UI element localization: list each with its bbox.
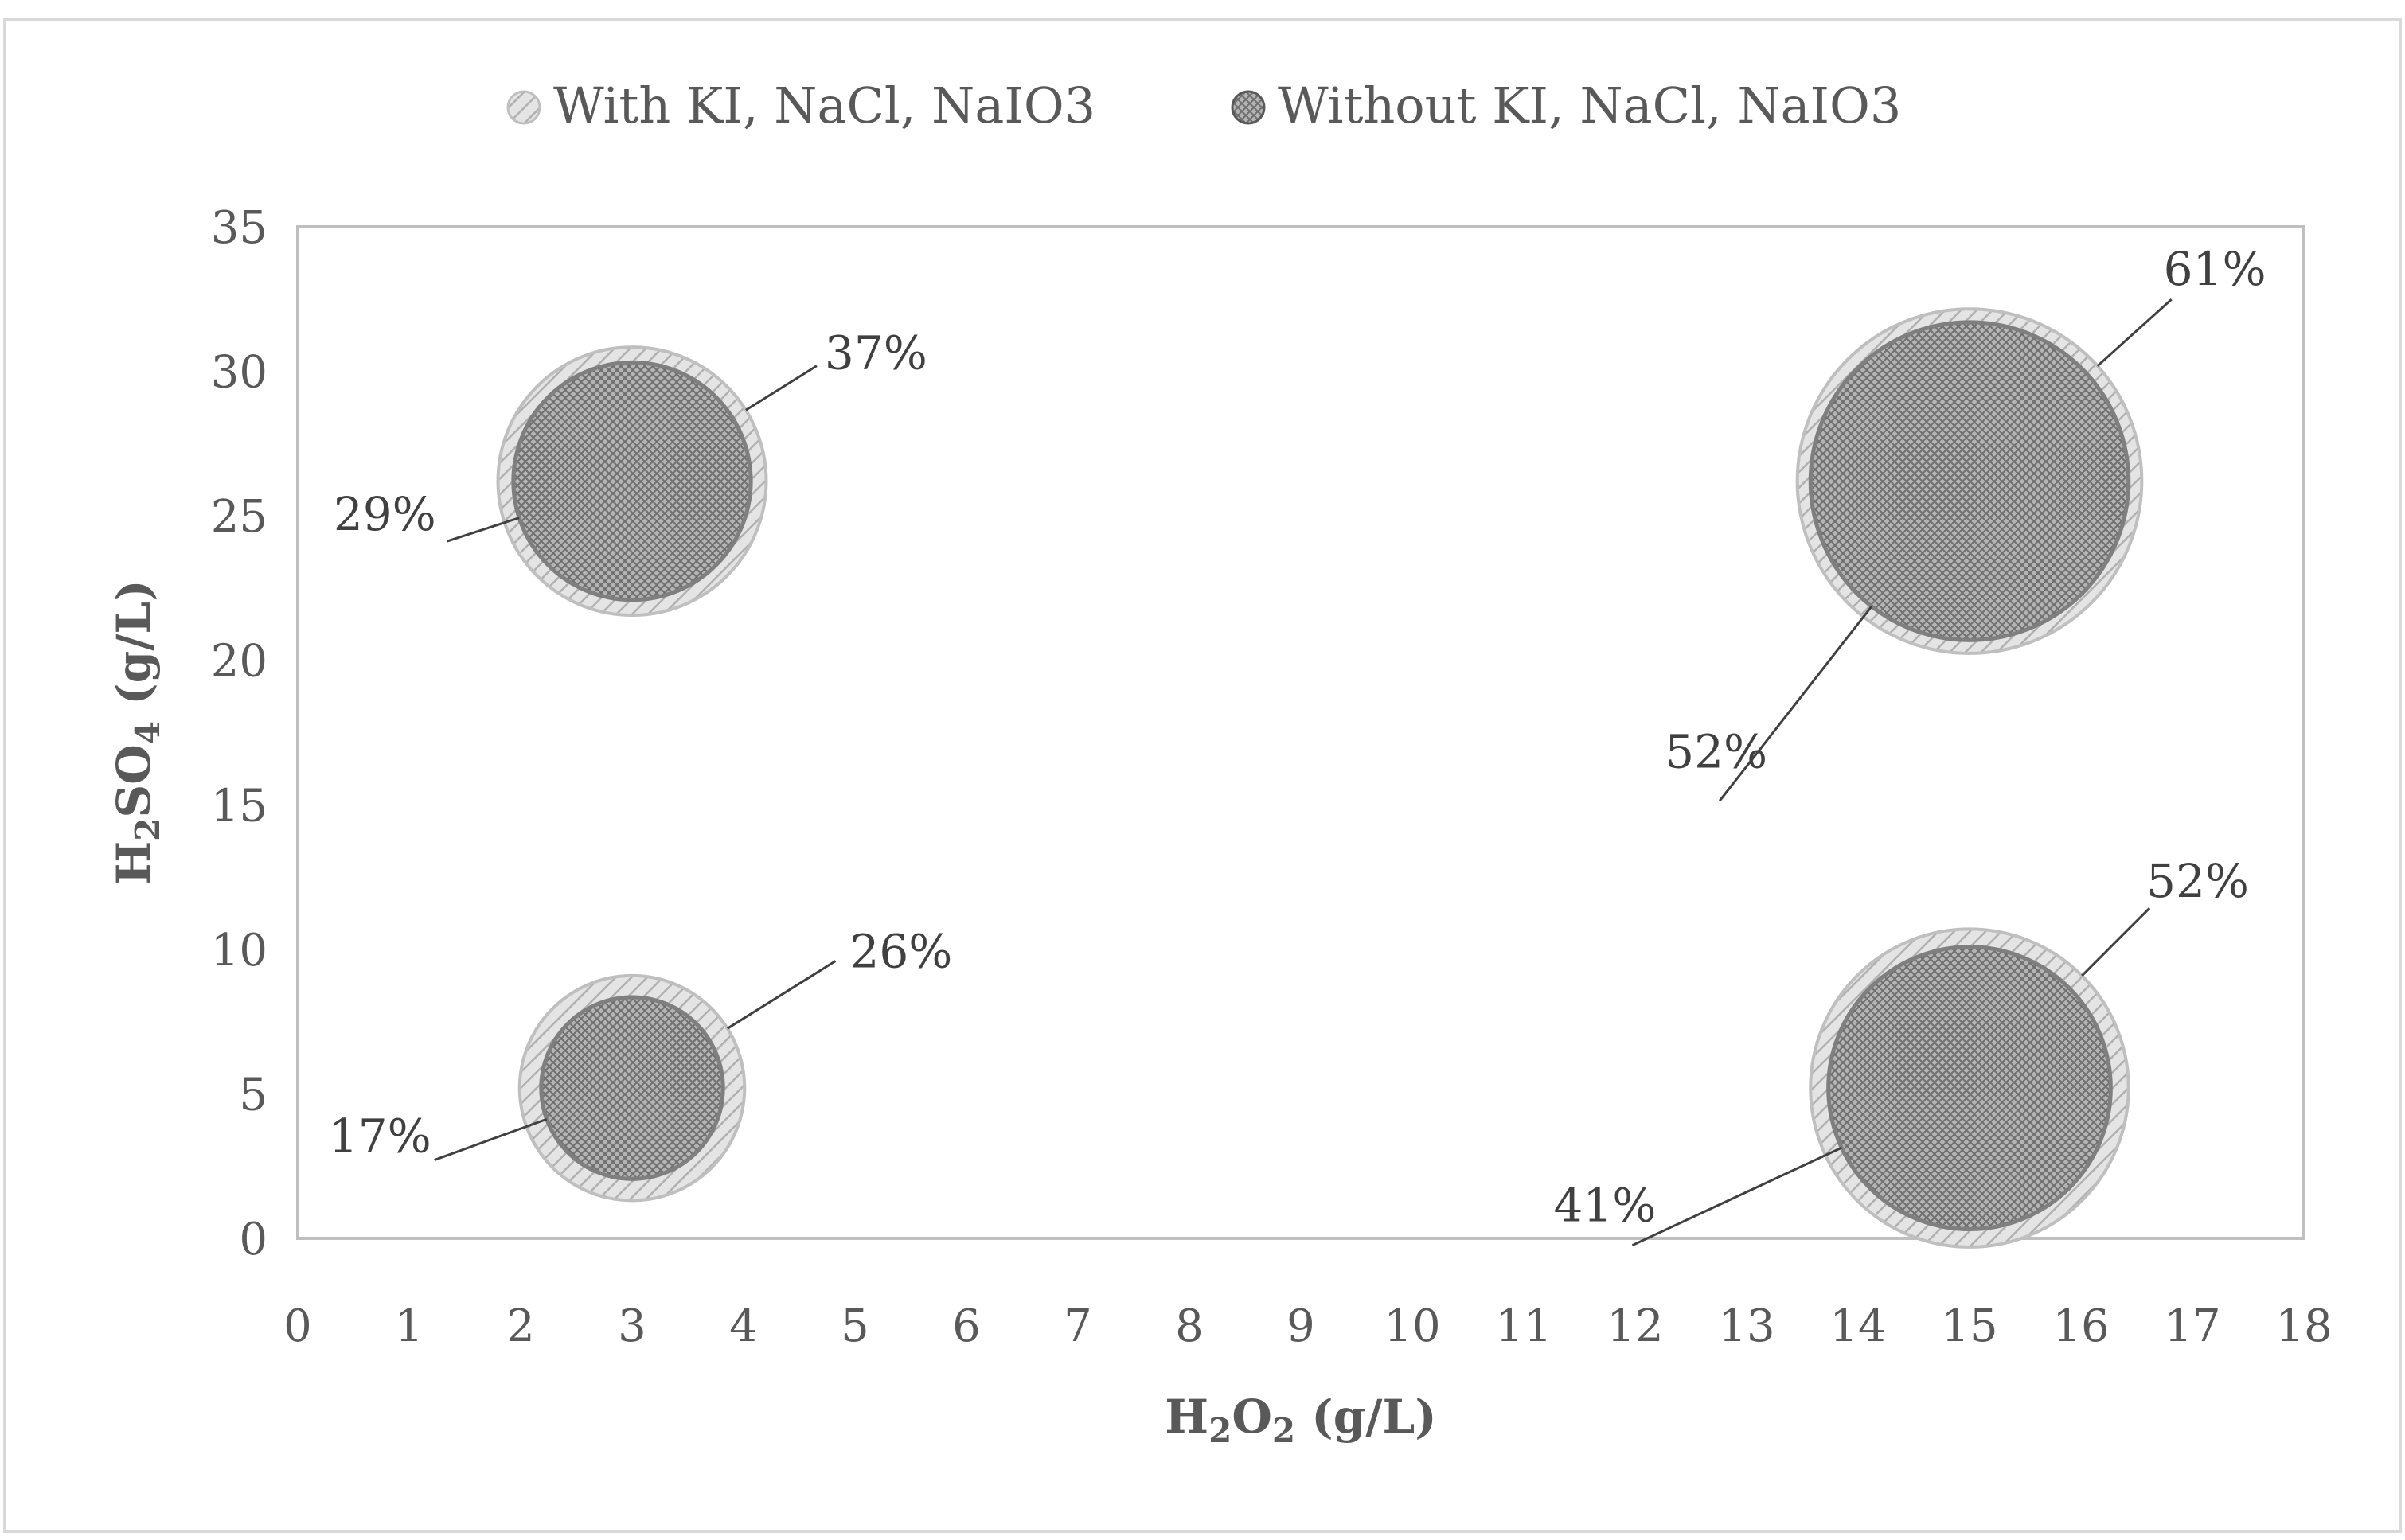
leader-line — [726, 960, 837, 1030]
bubbles — [496, 307, 2144, 1249]
x-axis-ticks: 0 1 2 3 4 5 6 7 8 9 10 11 12 13 14 15 16 17 18 — [283, 1300, 2332, 1352]
y-tick-label: 30 — [211, 347, 267, 399]
y-tick-label: 20 — [211, 636, 267, 688]
leader-line — [1718, 606, 1873, 802]
x-tick-label: 3 — [618, 1300, 646, 1352]
data-label: 52% — [1665, 724, 1767, 778]
x-tick-label: 10 — [1384, 1300, 1440, 1352]
x-tick-label: 13 — [1718, 1300, 1774, 1352]
legend-marker-without — [1231, 90, 1266, 125]
x-tick-label: 5 — [841, 1300, 869, 1352]
leader-line — [2096, 298, 2173, 367]
y-tick-label: 35 — [211, 202, 267, 254]
leader-line — [447, 517, 520, 543]
y-axis-title: H2SO4 (g/L) — [107, 579, 167, 884]
bubble-without — [1808, 320, 2131, 642]
x-tick-label: 9 — [1286, 1300, 1315, 1352]
x-tick-label: 0 — [283, 1300, 312, 1352]
label-leader-lines — [434, 298, 2173, 1247]
y-tick-label: 5 — [239, 1069, 267, 1121]
data-label: 41% — [1554, 1179, 1657, 1233]
legend: With KI, NaCl, NaIO3 Without KI, NaCl, N… — [506, 76, 1901, 135]
y-tick-label: 15 — [211, 780, 267, 832]
legend-label-with: With KI, NaCl, NaIO3 — [553, 76, 1095, 135]
data-label: 29% — [334, 487, 436, 541]
x-axis-title: H2O2 (g/L) — [1165, 1390, 1436, 1450]
legend-marker-with — [506, 90, 541, 125]
x-tick-label: 18 — [2275, 1300, 2332, 1352]
leader-line — [2081, 907, 2151, 977]
data-label: 37% — [825, 326, 927, 380]
y-tick-label: 0 — [239, 1214, 267, 1265]
x-tick-label: 15 — [1941, 1300, 1997, 1352]
x-tick-label: 7 — [1064, 1300, 1092, 1352]
bubble-without — [511, 360, 753, 602]
data-labels: 26% 37% 52% 61% 17% 29% 41% 52% — [329, 242, 2266, 1233]
bubble-without — [539, 995, 725, 1181]
x-tick-label: 4 — [729, 1300, 758, 1352]
leader-line — [1631, 1146, 1842, 1247]
x-tick-label: 11 — [1495, 1300, 1552, 1352]
x-tick-label: 6 — [952, 1300, 981, 1352]
x-tick-label: 1 — [395, 1300, 424, 1352]
data-label: 17% — [329, 1109, 431, 1164]
y-tick-label: 10 — [211, 925, 267, 977]
y-tick-label: 25 — [211, 491, 267, 543]
x-tick-label: 14 — [1829, 1300, 1886, 1352]
x-tick-label: 16 — [2052, 1300, 2109, 1352]
data-label: 52% — [2146, 854, 2249, 908]
y-axis-ticks: 0 5 10 15 20 25 30 35 — [211, 202, 267, 1265]
x-tick-label: 17 — [2164, 1300, 2220, 1352]
data-label: 26% — [849, 925, 952, 979]
legend-label-without: Without KI, NaCl, NaIO3 — [1278, 76, 1901, 135]
x-tick-label: 8 — [1175, 1300, 1204, 1352]
leader-line — [434, 1117, 548, 1161]
x-tick-label: 2 — [506, 1300, 535, 1352]
data-label: 61% — [2164, 242, 2266, 296]
leader-line — [745, 365, 818, 411]
bubble-without — [1826, 945, 2113, 1232]
x-tick-label: 12 — [1607, 1300, 1663, 1352]
